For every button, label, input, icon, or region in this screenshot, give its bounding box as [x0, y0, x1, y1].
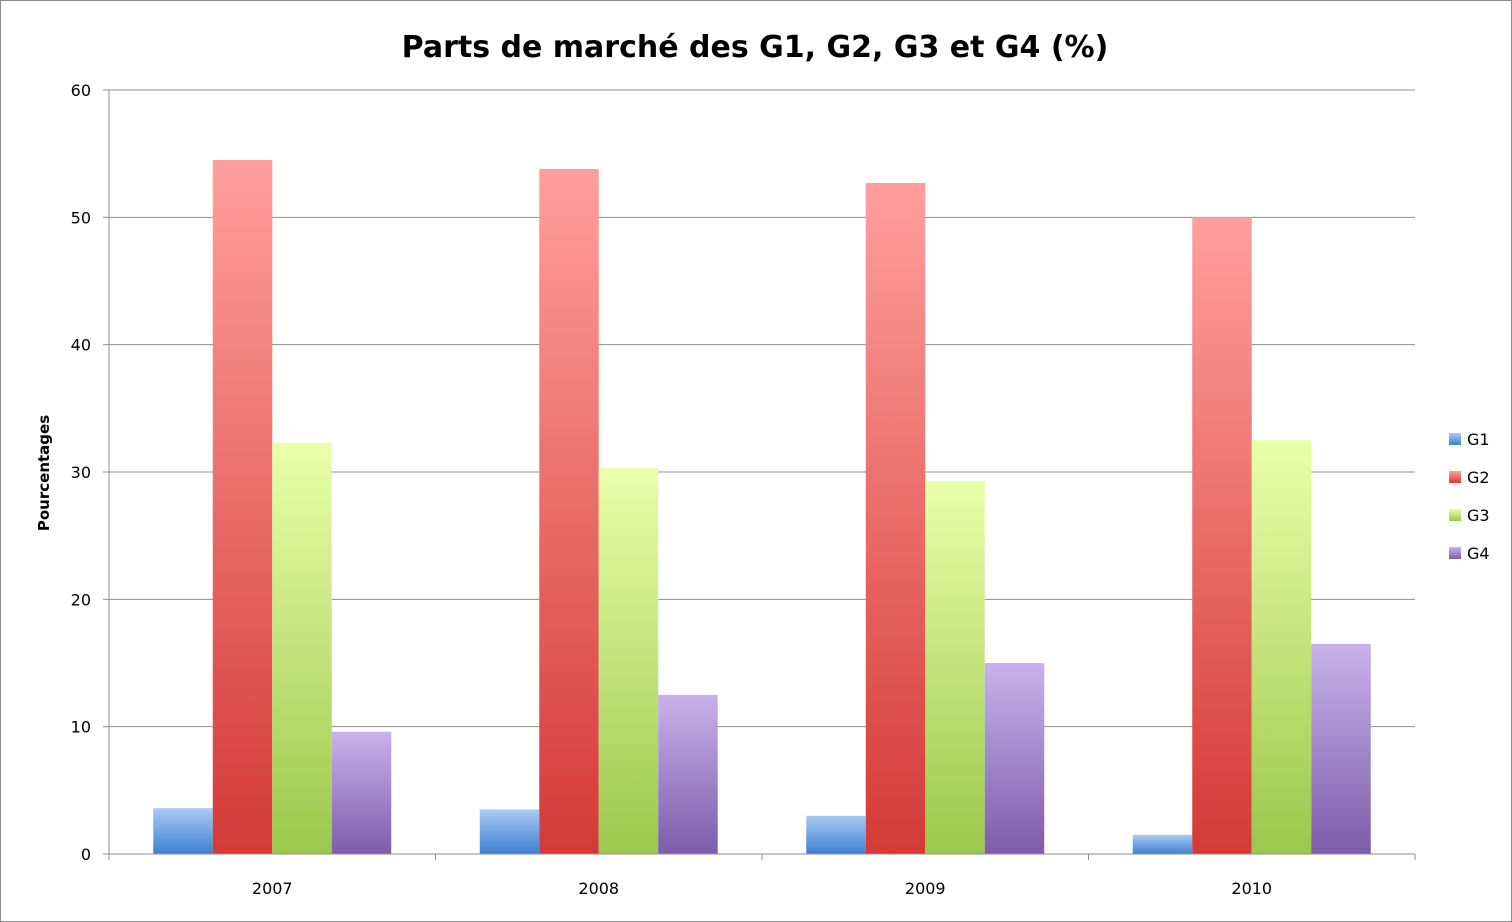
axes	[108, 90, 1416, 860]
y-tick-label: 60	[71, 81, 91, 100]
y-tick-label: 0	[81, 845, 91, 864]
x-tick-label: 2008	[578, 879, 619, 898]
legend-label-g3: G3	[1467, 506, 1490, 525]
bars	[153, 160, 1371, 855]
legend-swatch-g2	[1449, 471, 1461, 483]
bar-g3-2009	[925, 480, 985, 854]
legend-label-g4: G4	[1467, 544, 1490, 563]
y-tick-label: 50	[71, 208, 91, 227]
bar-g4-2009	[984, 663, 1045, 854]
legend-label-g1: G1	[1467, 430, 1490, 449]
legend: G1 G2 G3 G4	[1449, 430, 1490, 563]
y-axis-title: Pourcentages	[35, 415, 53, 531]
bar-g3-2008	[598, 468, 659, 854]
y-tick-label: 30	[71, 463, 91, 482]
y-tick-label: 10	[71, 718, 91, 737]
x-tick-labels: 2007 2008 2009 2010	[252, 879, 1272, 898]
bar-g1-2010	[1132, 834, 1193, 854]
x-tick-label: 2009	[905, 879, 946, 898]
bar-g4-2008	[658, 694, 718, 854]
legend-swatch-g3	[1449, 509, 1461, 521]
bar-g3-2007	[272, 442, 332, 854]
bar-g2-2007	[212, 160, 273, 855]
bar-g4-2007	[331, 731, 392, 854]
bar-g1-2007	[153, 808, 213, 854]
y-tick-labels: 0 10 20 30 40 50 60	[71, 81, 91, 864]
legend-swatch-g1	[1449, 433, 1461, 445]
bar-g2-2009	[865, 182, 926, 854]
bar-g1-2009	[806, 815, 866, 854]
bar-g1-2008	[479, 809, 540, 854]
bar-g4-2010	[1311, 643, 1371, 854]
x-tick-label: 2007	[252, 879, 293, 898]
y-tick-label: 20	[71, 590, 91, 609]
bar-g2-2010	[1192, 217, 1252, 855]
y-tick-label: 40	[71, 336, 91, 355]
legend-label-g2: G2	[1467, 468, 1490, 487]
legend-swatch-g4	[1449, 547, 1461, 559]
bar-g2-2008	[539, 168, 599, 855]
x-tick-label: 2010	[1231, 879, 1272, 898]
bar-g3-2010	[1251, 440, 1312, 854]
chart-title: Parts de marché des G1, G2, G3 et G4 (%)	[402, 30, 1109, 65]
